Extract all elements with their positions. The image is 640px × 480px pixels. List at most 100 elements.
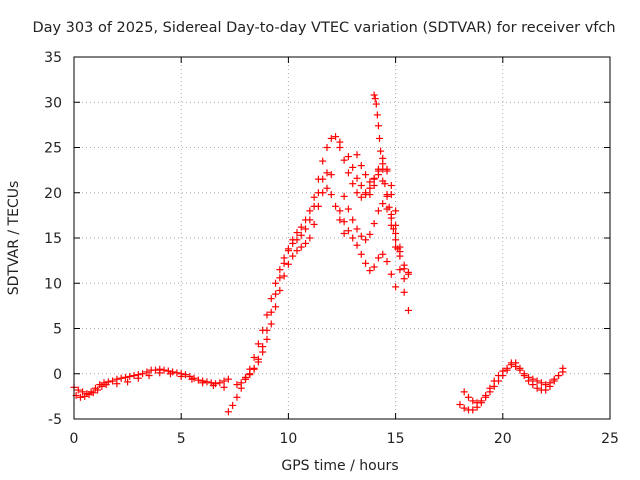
data-point xyxy=(370,220,378,228)
data-point xyxy=(319,157,327,165)
data-point xyxy=(357,193,365,201)
data-point xyxy=(533,384,541,392)
data-point xyxy=(327,134,335,142)
y-tick-label: 35 xyxy=(44,50,62,66)
data-point xyxy=(353,225,361,233)
series-branch-d xyxy=(344,153,408,283)
data-point xyxy=(392,229,400,237)
data-point xyxy=(400,265,408,273)
data-point xyxy=(344,227,352,235)
data-point xyxy=(272,279,280,287)
data-point xyxy=(353,151,361,159)
y-tick-label: 0 xyxy=(53,367,62,383)
x-tick-label: 5 xyxy=(177,431,186,447)
data-point xyxy=(209,382,217,390)
data-point xyxy=(344,169,352,177)
data-point xyxy=(336,207,344,215)
data-point xyxy=(460,404,468,412)
data-point xyxy=(396,252,404,260)
x-tick-label: 25 xyxy=(601,431,619,447)
data-point xyxy=(263,326,271,334)
data-point xyxy=(173,369,181,377)
data-point xyxy=(272,303,280,311)
series-branch-c xyxy=(336,207,400,291)
data-point xyxy=(404,268,412,276)
data-point xyxy=(297,243,305,251)
data-point xyxy=(349,163,357,171)
data-point xyxy=(237,379,245,387)
data-point xyxy=(340,156,348,164)
data-point xyxy=(353,189,361,197)
data-point xyxy=(267,295,275,303)
data-point xyxy=(177,372,185,380)
y-tick-label: 15 xyxy=(44,231,62,247)
data-points xyxy=(70,91,567,416)
data-point xyxy=(400,288,408,296)
series-branch-a xyxy=(336,144,412,278)
data-point xyxy=(387,270,395,278)
data-point xyxy=(520,372,528,380)
data-point xyxy=(387,191,395,199)
data-point xyxy=(259,348,267,356)
data-point xyxy=(302,239,310,247)
data-point xyxy=(121,373,129,381)
data-point xyxy=(76,393,84,401)
data-point xyxy=(376,134,384,142)
data-point xyxy=(310,220,318,228)
data-point xyxy=(469,397,477,405)
data-point xyxy=(188,375,196,383)
data-point xyxy=(456,401,464,409)
data-point xyxy=(381,180,389,188)
data-point xyxy=(366,230,374,238)
data-point xyxy=(353,174,361,182)
data-point xyxy=(370,263,378,271)
series-night-early-2 xyxy=(72,369,228,401)
data-point xyxy=(293,247,301,255)
data-point xyxy=(199,379,207,387)
data-point xyxy=(362,171,370,179)
data-point xyxy=(550,377,558,385)
data-point xyxy=(332,202,340,210)
data-point xyxy=(242,373,250,381)
data-point xyxy=(336,144,344,151)
data-point xyxy=(263,335,271,343)
data-point xyxy=(374,207,382,215)
data-point xyxy=(89,389,97,397)
y-tick-label: 20 xyxy=(44,186,62,202)
data-point xyxy=(323,184,331,192)
y-tick-label: 5 xyxy=(53,322,62,338)
data-point xyxy=(503,366,511,374)
data-point xyxy=(289,236,297,244)
data-point xyxy=(486,388,494,396)
data-point xyxy=(366,267,374,275)
data-point xyxy=(529,381,537,389)
data-point xyxy=(374,254,382,262)
data-point xyxy=(194,376,202,384)
data-point xyxy=(353,241,361,249)
series-rise xyxy=(224,169,335,416)
data-point xyxy=(392,221,400,229)
data-point xyxy=(267,320,275,328)
data-point xyxy=(490,382,498,390)
data-point xyxy=(224,408,232,416)
x-tick-label: 20 xyxy=(494,431,512,447)
data-point xyxy=(344,205,352,213)
data-point xyxy=(340,192,348,200)
data-point xyxy=(267,308,275,316)
data-point xyxy=(323,144,331,151)
data-point xyxy=(512,359,520,367)
data-point xyxy=(94,386,102,394)
data-point xyxy=(293,229,301,237)
data-point xyxy=(166,370,174,378)
data-point xyxy=(555,372,563,380)
data-point xyxy=(371,95,379,103)
data-point xyxy=(377,147,385,155)
data-point xyxy=(289,252,297,260)
data-point xyxy=(357,232,365,240)
data-point xyxy=(533,377,541,385)
data-point xyxy=(284,260,292,268)
data-point xyxy=(297,231,305,239)
data-point xyxy=(139,370,147,378)
data-point xyxy=(233,393,241,401)
